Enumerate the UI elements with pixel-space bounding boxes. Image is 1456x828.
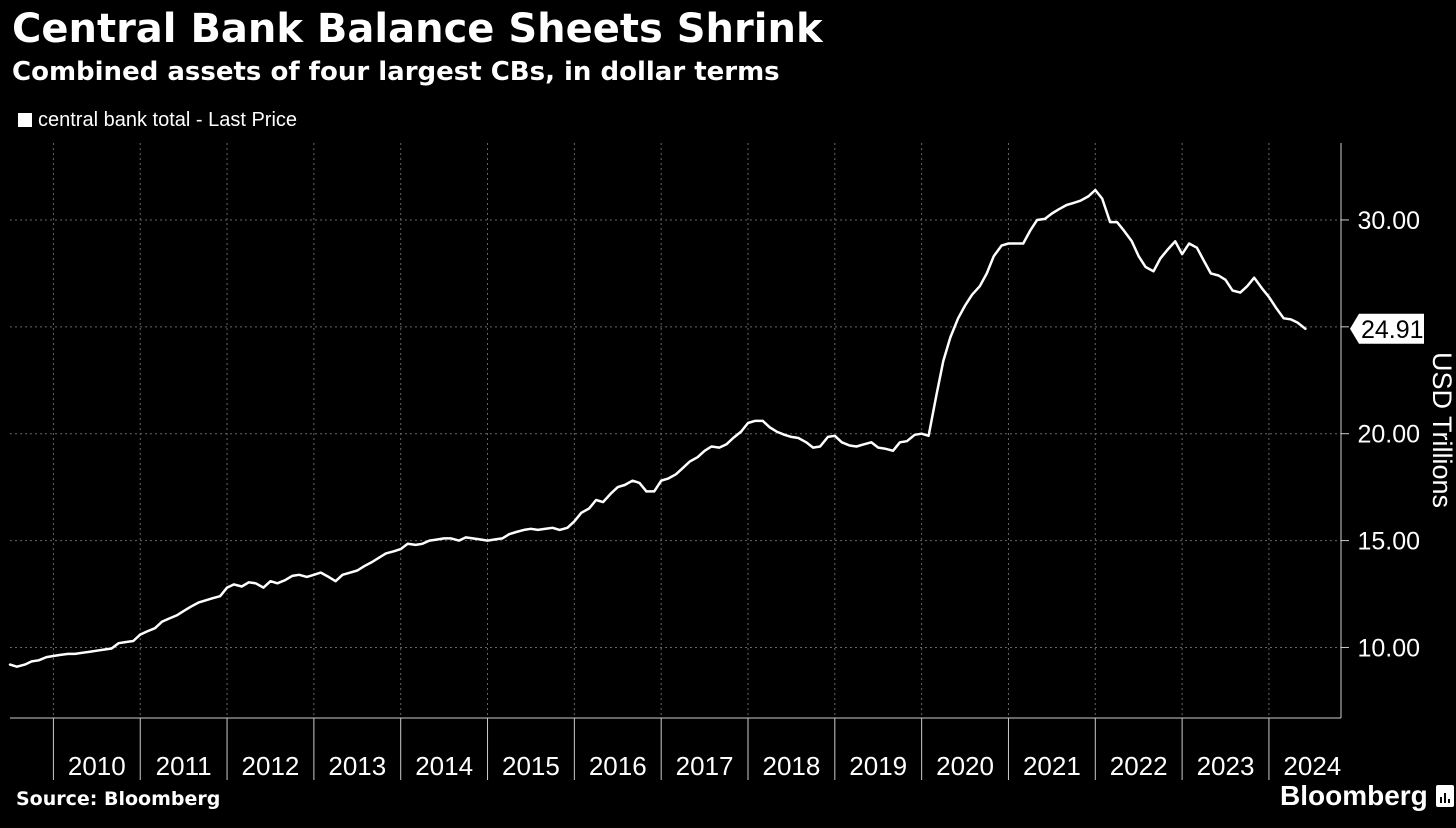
y-gridlines — [10, 219, 1341, 648]
brand-name: Bloomberg — [1280, 780, 1428, 811]
y-tick-label: 10.00 — [1357, 634, 1420, 662]
x-tick-label: 2018 — [762, 751, 820, 781]
series-line-central-bank-total — [8, 188, 1307, 668]
x-tick-label: 2019 — [849, 751, 907, 781]
y-axis-title: USD Trillions — [1427, 352, 1456, 508]
x-tick-label: 2020 — [936, 751, 994, 781]
source-note: Source: Bloomberg — [16, 788, 221, 810]
x-axis-tick-labels: 2010 2011 2012 2013 2014 2015 2016 2017 2018 2019… — [68, 751, 1341, 781]
y-tick-label: 20.00 — [1357, 421, 1420, 449]
y-tick-label: 30.00 — [1357, 207, 1420, 235]
x-tick-label: 2013 — [328, 751, 386, 781]
chart-legend: central bank total - Last Price — [18, 106, 297, 134]
last-value-marker: 24.91 — [1350, 313, 1424, 344]
legend-label: central bank total - Last Price — [38, 109, 298, 131]
x-tick-label: 2024 — [1283, 751, 1341, 781]
legend-swatch — [18, 113, 32, 127]
x-tick-label: 2012 — [242, 751, 300, 781]
chart-title: Central Bank Balance Sheets Shrink — [12, 6, 823, 52]
x-tick-label: 2017 — [676, 751, 734, 781]
x-tick-label: 2015 — [502, 751, 560, 781]
y-axis-ticks — [1341, 219, 1349, 648]
x-tick-label: 2011 — [156, 751, 212, 781]
x-tick-label: 2023 — [1197, 751, 1255, 781]
brand-logo: Bloomberg — [1280, 778, 1454, 814]
x-tick-label: 2022 — [1110, 751, 1168, 781]
x-tick-label: 2014 — [415, 751, 473, 781]
last-value-label: 24.91 — [1361, 316, 1424, 344]
chart-subtitle: Combined assets of four largest CBs, in … — [12, 57, 780, 87]
x-tick-label: 2021 — [1023, 751, 1081, 781]
x-tick-label: 2010 — [68, 751, 126, 781]
bloomberg-chart-icon — [1435, 785, 1454, 807]
x-gridlines — [52, 143, 1270, 718]
y-tick-label: 15.00 — [1357, 528, 1420, 556]
last-value-box — [1350, 313, 1424, 344]
x-tick-label: 2016 — [589, 751, 647, 781]
x-axis-ticks — [52, 718, 1270, 780]
